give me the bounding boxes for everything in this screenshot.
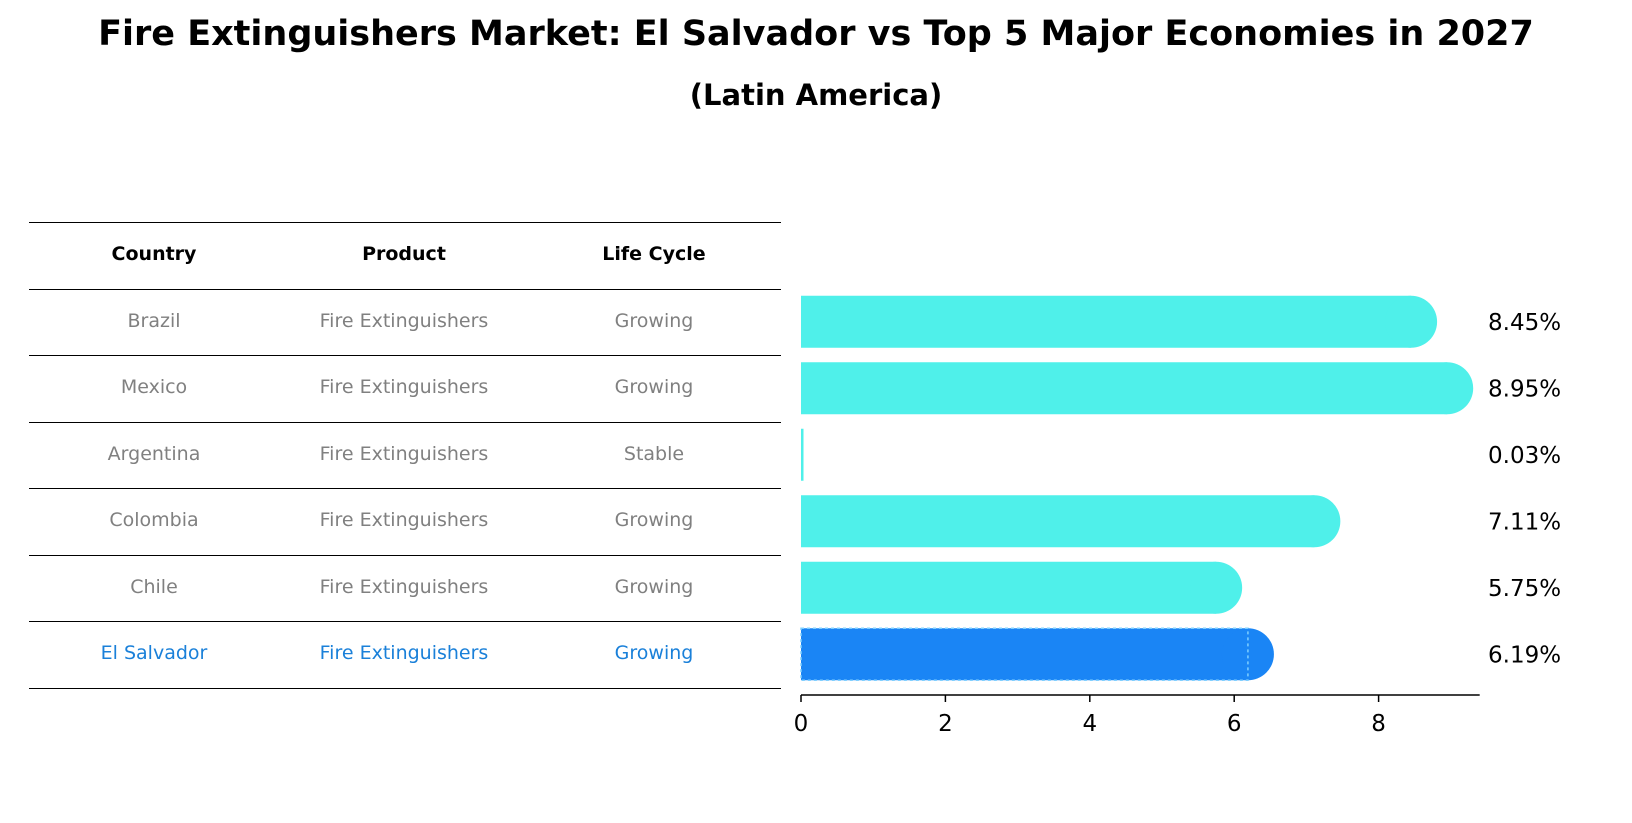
x-tick-label: 2 [938, 711, 953, 737]
x-tick-label: 6 [1227, 711, 1242, 737]
table-cell-product: Fire Extinguishers [319, 509, 489, 531]
x-tick-label: 0 [794, 711, 809, 737]
table-cell-product: Fire Extinguishers [319, 642, 489, 664]
table-cell-life-cycle: Growing [614, 575, 694, 598]
table-cell-country: Brazil [127, 309, 181, 332]
value-label: 7.11% [1488, 509, 1561, 535]
table-cell-product: Fire Extinguishers [319, 442, 489, 465]
table-cell-life-cycle: Growing [614, 509, 694, 531]
table-row-rule [29, 621, 781, 622]
table-cell-life-cycle: Growing [614, 376, 694, 398]
chart-title: Fire Extinguishers Market: El Salvador v… [98, 14, 1534, 54]
x-tick-label: 4 [1082, 711, 1097, 737]
table-cell-country: Argentina [107, 442, 201, 465]
table-cell-life-cycle: Stable [623, 442, 685, 465]
table-row-rule [29, 488, 781, 489]
value-label: 0.03% [1488, 443, 1561, 469]
table-cell-country: Mexico [120, 376, 188, 398]
table-cell-country: Colombia [109, 509, 199, 531]
table-header-rule [29, 288, 781, 290]
bar-chile [801, 561, 1243, 614]
table-header-product: Product [362, 243, 446, 265]
value-label: 8.95% [1488, 376, 1561, 402]
bar-el-salvador [800, 627, 1274, 681]
table-cell-country: El Salvador [100, 642, 208, 664]
table-header-life-cycle: Life Cycle [602, 243, 706, 265]
table-cell-product: Fire Extinguishers [319, 309, 489, 332]
table-header-country: Country [111, 243, 197, 265]
chart-subtitle: (Latin America) [689, 78, 943, 112]
bar-brazil [801, 295, 1438, 348]
table-cell-product: Fire Extinguishers [319, 575, 489, 598]
table-cell-life-cycle: Growing [614, 309, 694, 332]
table-row-rule [29, 355, 781, 356]
table-row-rule [29, 554, 781, 556]
bar-colombia [801, 495, 1341, 548]
table-row-rule [29, 421, 781, 423]
table-row-rule [29, 687, 781, 689]
table-cell-life-cycle: Growing [614, 642, 694, 664]
table-cell-product: Fire Extinguishers [319, 376, 489, 398]
table-cell-country: Chile [130, 575, 178, 598]
table-top-rule [29, 222, 781, 223]
bar-argentina [801, 428, 804, 481]
value-label: 5.75% [1488, 576, 1561, 602]
bar-mexico [801, 362, 1474, 415]
value-label: 6.19% [1488, 642, 1561, 668]
x-tick-label: 8 [1371, 711, 1386, 737]
value-label: 8.45% [1488, 310, 1561, 336]
